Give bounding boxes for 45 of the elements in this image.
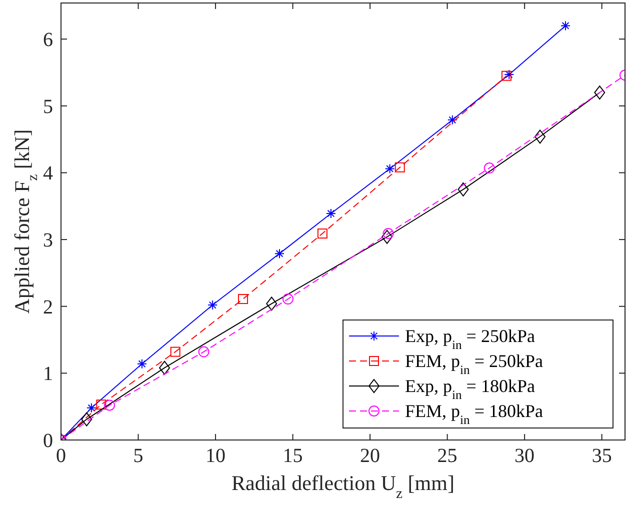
point: [274, 248, 284, 259]
point: [484, 162, 495, 174]
legend-label: Exp, p$_{in}$ = 250kPa: [405, 326, 535, 352]
point: [86, 402, 96, 413]
x-tick-label: 35: [592, 445, 612, 467]
point: [394, 162, 405, 172]
point: [317, 228, 328, 239]
point: [104, 400, 116, 411]
legend-label: FEM, p$_{in}$ = 250kPa: [405, 351, 543, 377]
point: [198, 346, 210, 358]
x-tick-label: 25: [437, 445, 458, 467]
x-tick-label: 30: [514, 445, 535, 467]
y-tick-label: 1: [43, 363, 53, 386]
point: [81, 412, 92, 426]
legend-label: Exp, p$_{in}$ = 180kPa: [405, 376, 535, 402]
point: [159, 360, 170, 375]
x-axis-title: Radial deflection U$_{z}$ [mm]: [232, 471, 454, 502]
legend-label: FEM, p$_{in}$ = 180kPa: [405, 401, 543, 427]
y-tick-label: 2: [43, 296, 53, 318]
y-tick-label: 5: [43, 96, 53, 118]
point: [560, 20, 571, 31]
point: [384, 164, 395, 174]
y-tick-label: 0: [43, 430, 53, 452]
y-tick-label: 6: [43, 29, 53, 52]
x-tick-label: 5: [133, 445, 144, 467]
point: [382, 230, 393, 244]
x-tick-label: 15: [282, 445, 303, 467]
point: [326, 208, 336, 218]
y-tick-label: 3: [43, 230, 53, 252]
point: [501, 70, 512, 81]
x-tick-label: 20: [360, 445, 380, 467]
point: [136, 358, 147, 369]
point: [170, 346, 180, 357]
point: [282, 294, 294, 305]
point: [458, 182, 469, 196]
point: [504, 69, 514, 80]
point: [238, 294, 248, 304]
point: [594, 86, 606, 100]
y-tick-label: 4: [43, 162, 53, 185]
point: [266, 296, 278, 311]
point: [534, 130, 546, 144]
point: [447, 114, 458, 125]
point: [208, 300, 218, 310]
x-tick-label: 10: [206, 445, 226, 467]
point: [96, 400, 106, 410]
